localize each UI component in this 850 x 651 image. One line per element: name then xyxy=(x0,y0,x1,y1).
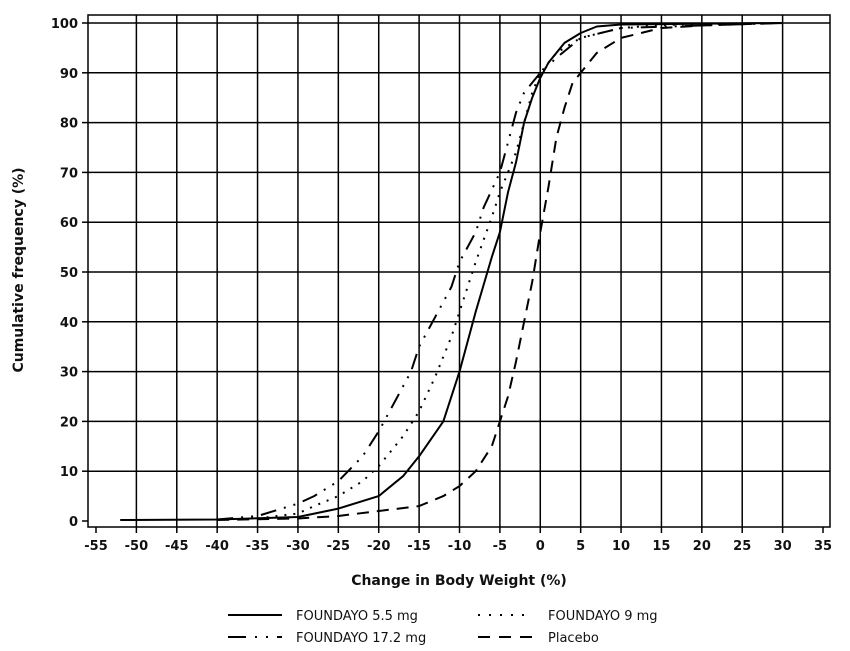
x-tick-label: -15 xyxy=(407,539,431,554)
legend-label-9mg: FOUNDAYO 9 mg xyxy=(548,609,658,624)
x-tick-label: -55 xyxy=(84,539,108,554)
x-tick-label: 5 xyxy=(576,539,585,554)
legend-label-17.2mg: FOUNDAYO 17.2 mg xyxy=(296,631,426,646)
y-tick-label: 80 xyxy=(60,117,78,132)
x-tick-label: 20 xyxy=(693,539,711,554)
y-tick-label: 0 xyxy=(69,515,78,530)
x-tick-label: 35 xyxy=(814,539,832,554)
x-tick-label: 15 xyxy=(652,539,670,554)
legend-label-5.5mg: FOUNDAYO 5.5 mg xyxy=(296,609,418,624)
y-tick-label: 30 xyxy=(60,366,78,381)
series-line-placebo xyxy=(217,22,783,521)
x-tick-label: -30 xyxy=(286,539,310,554)
y-tick-label: 90 xyxy=(60,67,78,82)
y-tick-label: 40 xyxy=(60,316,78,331)
x-tick-label: -10 xyxy=(448,539,472,554)
y-tick-label: 10 xyxy=(60,465,78,480)
y-tick-label: 50 xyxy=(60,266,78,281)
x-tick-label: -35 xyxy=(246,539,270,554)
x-tick-label: -40 xyxy=(205,539,229,554)
x-tick-label: 0 xyxy=(536,539,545,554)
y-tick-label: 60 xyxy=(60,216,78,231)
x-tick-label: -20 xyxy=(367,539,391,554)
legend: FOUNDAYO 5.5 mg FOUNDAYO 9 mg FOUNDAYO 1… xyxy=(228,609,658,646)
x-tick-label: -50 xyxy=(125,539,149,554)
y-tick-label: 70 xyxy=(60,166,78,181)
legend-label-placebo: Placebo xyxy=(548,631,599,646)
series-line-foundayo-9-mg xyxy=(257,22,783,520)
x-tick-label: 30 xyxy=(774,539,792,554)
y-axis-label: Cumulative frequency (%) xyxy=(11,167,27,372)
x-tick-label: -5 xyxy=(493,539,507,554)
y-tick-label: 100 xyxy=(51,17,78,32)
series-line-foundayo-5.5-mg xyxy=(120,22,783,521)
x-tick-label: -45 xyxy=(165,539,189,554)
y-tick-label: 20 xyxy=(60,415,78,430)
x-tick-label: 25 xyxy=(733,539,751,554)
x-tick-label: -25 xyxy=(327,539,351,554)
series-line-foundayo-17.2-mg xyxy=(217,22,783,521)
x-axis-label: Change in Body Weight (%) xyxy=(351,573,567,589)
x-tick-label: 10 xyxy=(612,539,630,554)
